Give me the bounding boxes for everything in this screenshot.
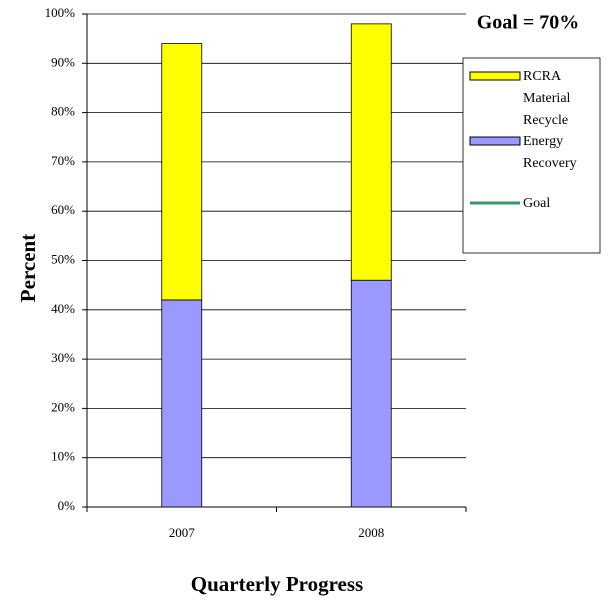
- legend-box: [462, 57, 601, 254]
- y-tick-label: 80%: [51, 104, 75, 119]
- y-tick-label: 70%: [51, 153, 75, 168]
- legend-swatch: [469, 136, 521, 146]
- y-tick-label: 100%: [45, 5, 76, 20]
- y-tick-label: 40%: [51, 301, 75, 316]
- y-axis-title: Percent: [16, 234, 40, 302]
- bar-segment: [161, 43, 203, 301]
- x-tick-label: 2008: [358, 525, 384, 540]
- y-tick-label: 90%: [51, 54, 75, 69]
- bar-segment: [161, 299, 203, 508]
- legend-text: RCRA Material Recycle: [523, 69, 571, 128]
- goal-annotation: Goal = 70%: [477, 12, 580, 34]
- bar-segment: [350, 279, 392, 508]
- y-tick-label: 0%: [58, 498, 76, 513]
- x-tick-label: 2007: [169, 525, 196, 540]
- legend-swatch: [469, 71, 521, 81]
- y-tick-label: 50%: [51, 251, 75, 266]
- legend-text: Energy Recovery: [523, 134, 577, 171]
- legend-label: Goal: [523, 196, 551, 211]
- y-tick-label: 30%: [51, 350, 75, 365]
- legend-label: RCRA Material Recycle: [523, 69, 571, 128]
- legend-text: Goal: [523, 196, 551, 211]
- legend-label: Energy Recovery: [523, 134, 577, 171]
- y-tick-label: 60%: [51, 202, 75, 217]
- x-axis-title: Quarterly Progress: [191, 572, 363, 596]
- y-tick-label: 20%: [51, 399, 75, 414]
- y-tick-label: 10%: [51, 449, 75, 464]
- bar-segment: [350, 23, 392, 281]
